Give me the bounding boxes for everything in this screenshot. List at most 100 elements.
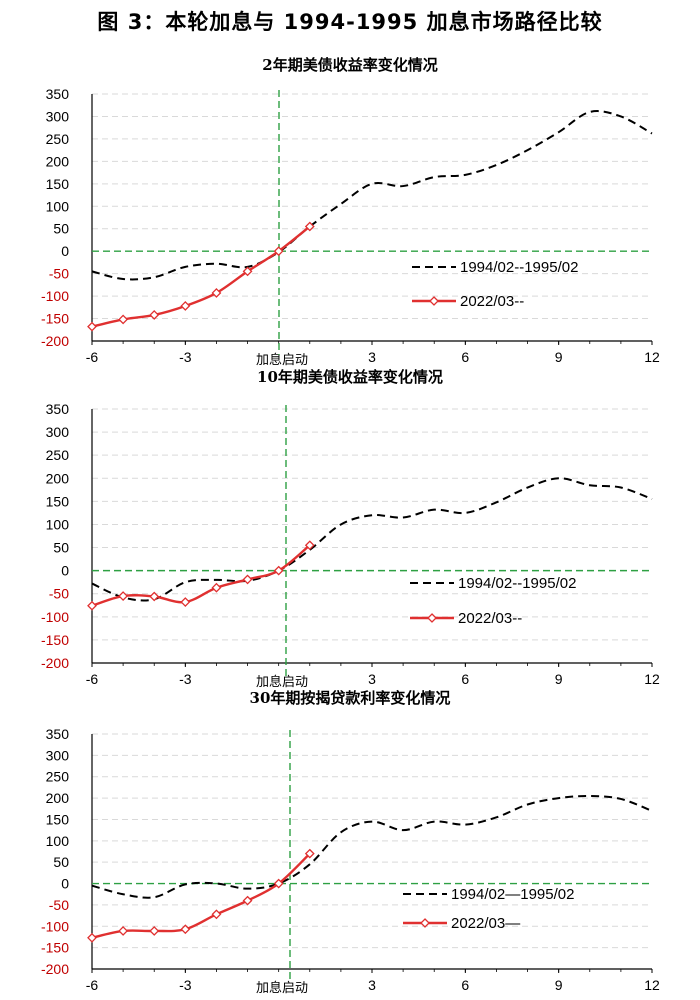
y-tick-label: 0 [61,243,69,259]
y-tick-label: 150 [46,176,70,192]
x-axis-label: 加息启动 [256,980,308,996]
legend-label: 2022/03-- [458,610,522,627]
series-2022-marker [118,314,129,325]
series-2022-marker [87,321,97,332]
series-2022-marker [242,895,253,906]
series-2022-marker [273,565,284,576]
series-2022-marker [180,924,191,935]
y-tick-label: -200 [41,333,69,349]
series-2022-line [91,852,311,939]
series-2022-marker [242,266,253,277]
y-tick-label: 150 [46,493,70,509]
y-tick-label: -100 [41,918,69,934]
y-tick-label: 0 [61,563,69,579]
series-2022-marker [149,926,160,936]
x-axis-label: 加息启动 [256,674,308,690]
x-tick-label: 6 [461,349,469,365]
y-tick-label: -50 [49,897,69,913]
y-tick-label: -150 [41,940,69,956]
x-axis-label: 加息启动 [256,352,308,368]
y-tick-label: 350 [46,726,70,742]
series-2022-marker [87,932,97,943]
legend-label: 1994/02—1995/02 [451,886,574,903]
y-tick-label: -200 [41,961,69,977]
legend-label: 1994/02--1995/02 [458,575,576,592]
y-tick-label: 250 [46,769,70,785]
series-2022-marker [211,582,222,593]
series-2022-marker [242,574,253,585]
x-tick-label: 3 [368,671,376,687]
x-tick-label: 9 [555,349,563,365]
x-tick-label: -3 [179,349,192,365]
y-tick-label: 50 [53,854,69,870]
x-tick-label: -3 [179,977,192,993]
y-tick-label: 300 [46,424,70,440]
series-2022-marker [180,301,191,311]
chart-2y-yield: 2年期美债收益率变化情况 -200 -150 -100 -50 0 50 100 150 200 2… [41,56,660,368]
y-tick-label: -150 [41,311,69,327]
series-1994-line [91,110,653,281]
chart-panel-2y: 2年期美债收益率变化情况 -200 -150 -100 -50 0 50 100 150 200 2… [0,48,700,368]
y-tick-label: 350 [46,401,70,417]
x-tick-label: -3 [179,671,192,687]
chart-panel-10y: 10年期美债收益率变化情况 -200 -150 -100 -50 0 50 100 150 200… [0,360,700,690]
y-tick-label: 100 [46,198,70,214]
series-2022-marker [118,591,129,601]
y-tick-label: 150 [46,811,70,827]
legend-label: 1994/02--1995/02 [460,259,578,276]
y-tick-label: 200 [46,153,70,169]
y-tick-label: -50 [49,586,69,602]
x-tick-label: 9 [555,977,563,993]
x-tick-label: 6 [461,671,469,687]
y-tick-label: -50 [49,266,69,282]
y-tick-label: -200 [41,655,69,671]
series-2022-marker [87,600,97,611]
x-tick-label: 9 [555,671,563,687]
y-tick-label: 300 [46,747,70,763]
series-1994-line [91,794,653,899]
x-tick-label: 3 [368,349,376,365]
x-tick-label: -6 [86,671,99,687]
figure-title: 图 3：本轮加息与 1994-1995 加息市场路径比较 [97,10,603,34]
y-tick-label: -100 [41,288,69,304]
x-tick-label: -6 [86,349,99,365]
series-2022-marker [118,926,129,936]
series-2022-marker [304,221,315,232]
legend-marker-2022 [427,613,437,623]
series-2022-marker [211,909,222,920]
series-1994-line [91,477,653,602]
y-tick-label: 100 [46,516,70,532]
y-tick-label: 200 [46,470,70,486]
series-2022-marker [273,246,284,257]
chart-30y-mortgage-rate: 30年期按揭贷款利率变化情况 -200 -150 -100 -50 0 50 100 150 20… [41,689,660,996]
x-tick-label: 12 [644,977,660,993]
y-tick-label: 50 [53,540,69,556]
x-tick-label: 12 [644,671,660,687]
legend-label: 2022/03-- [460,293,524,310]
legend-marker-2022 [420,918,430,928]
series-2022-line [91,225,311,328]
series-2022-marker [149,591,160,602]
y-tick-label: 250 [46,131,70,147]
y-tick-label: -100 [41,609,69,625]
series-2022-marker [211,288,222,298]
series-2022-marker [304,848,315,859]
y-tick-label: -150 [41,632,69,648]
chart-panel-30y-mortgage: 30年期按揭贷款利率变化情况 -200 -150 -100 -50 0 50 100 150 20… [0,680,700,1000]
y-tick-label: 350 [46,86,70,102]
legend-label: 2022/03— [451,915,520,932]
series-2022-marker [304,540,315,551]
chart-title: 30年期按揭贷款利率变化情况 [250,689,451,707]
x-tick-label: 3 [368,977,376,993]
chart-title: 2年期美债收益率变化情况 [262,56,437,74]
series-2022-marker [180,597,191,607]
y-tick-label: 250 [46,447,70,463]
series-2022-marker [149,310,160,320]
x-tick-label: 6 [461,977,469,993]
chart-title: 10年期美债收益率变化情况 [257,368,443,386]
y-tick-label: 300 [46,108,70,124]
legend-marker-2022 [429,296,439,306]
x-tick-label: 12 [644,349,660,365]
y-tick-label: 50 [53,221,69,237]
series-2022-marker [273,878,284,889]
